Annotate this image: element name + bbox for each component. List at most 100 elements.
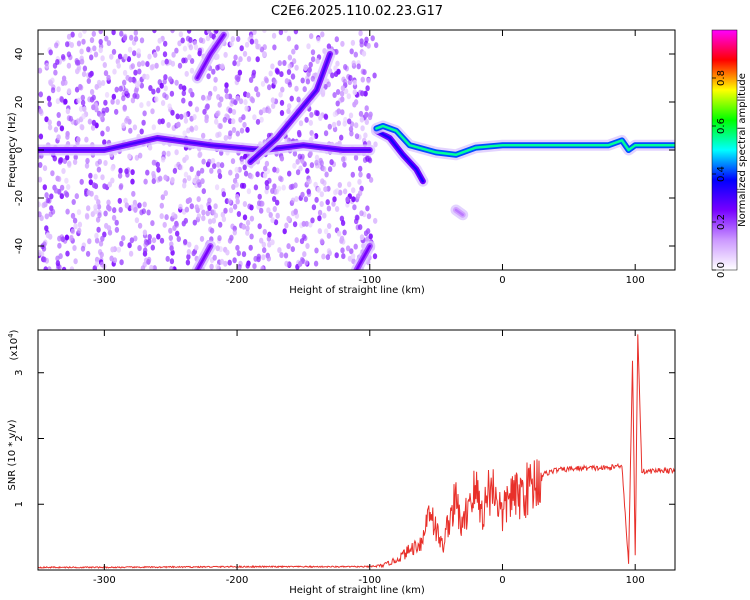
spectrogram-speckle (272, 44, 277, 51)
spectrogram-speckle (275, 199, 280, 206)
spectrogram-speckle (292, 150, 298, 157)
spectrogram-speckle (205, 103, 210, 110)
spectrogram-speckle (301, 220, 306, 227)
spectrogram-speckle (124, 88, 129, 95)
spectrogram-speckle (309, 111, 314, 118)
spectrogram-speckle (368, 176, 374, 183)
spectrogram-speckle (366, 213, 372, 220)
spectrogram-speckle (56, 134, 61, 141)
spectrogram-speckle (186, 175, 192, 182)
spectrogram-speckle (133, 206, 138, 213)
spectrogram-speckle (44, 192, 49, 199)
spectrogram-speckle (360, 90, 365, 97)
spectrogram-speckle (350, 171, 355, 178)
spectrogram-speckle (168, 76, 173, 83)
spectrogram-speckle (171, 51, 176, 58)
spectrogram-speckle (185, 259, 191, 266)
spectrogram-speckle (133, 35, 139, 42)
spectrogram-speckle (287, 103, 292, 110)
spectrogram-speckle (239, 127, 245, 134)
spectrogram-speckle (260, 265, 265, 270)
spectrogram-speckle (103, 70, 109, 77)
spectrogram-speckle (330, 72, 335, 79)
spectrogram-speckle (188, 37, 193, 43)
spectrogram-speckle (326, 81, 331, 88)
spectrogram-speckle (266, 207, 271, 214)
spectrogram-speckle (262, 247, 267, 254)
spectrogram-speckle (55, 59, 60, 65)
spectrogram-speckle (282, 228, 287, 235)
spectrogram-speckle (163, 190, 168, 197)
spectrogram-speckle (364, 119, 369, 125)
spectrogram-speckle (78, 105, 84, 112)
spectrogram-speckle (115, 99, 121, 105)
spectrogram-speckle (49, 193, 54, 200)
colorbar-tick-label: 0.2 (716, 214, 727, 230)
spectrogram-speckle (61, 75, 67, 82)
spectrogram-speckle (222, 116, 227, 123)
spectrogram-speckle (198, 37, 204, 44)
spectrogram-speckle (186, 249, 192, 255)
spectrogram-speckle (326, 248, 332, 255)
spectrogram-speckle (44, 225, 49, 232)
spectrogram-speckle (161, 150, 167, 157)
spectrogram-speckle (274, 188, 279, 195)
spectrogram-speckle (249, 38, 255, 45)
spectrogram-speckle (319, 201, 324, 207)
spectrogram-speckle (80, 124, 85, 131)
spectrogram-speckle (186, 253, 191, 260)
spectrogram-speckle (98, 38, 103, 45)
colorbar-ticks: 0.0 0.2 0.4 0.6 0.8 (712, 70, 727, 278)
spectrogram-speckle (294, 85, 299, 92)
spectrogram-speckle (183, 239, 188, 245)
spectrogram-speckle (201, 132, 206, 139)
spectrogram-speckle (93, 183, 99, 190)
spectrogram-speckle (176, 161, 181, 168)
spectrogram-speckle (142, 250, 148, 257)
spectrogram-speckle (302, 251, 307, 258)
spectrogram-speckle (178, 83, 183, 90)
y-tick-label: -40 (14, 238, 25, 254)
spectrogram-speckle (281, 184, 286, 191)
spectrogram-speckle (142, 110, 147, 117)
spectrogram-speckle (156, 166, 161, 173)
spectrogram-speckle (315, 58, 320, 64)
spectrogram-speckle (345, 196, 350, 203)
spectrogram-speckle (355, 193, 361, 200)
spectrogram-speckle (85, 250, 91, 257)
spectrogram-speckle (305, 179, 311, 186)
spectrogram-speckle (135, 82, 140, 89)
spectrogram-speckle (294, 64, 299, 71)
spectrogram-speckle (343, 64, 348, 70)
spectrogram-speckle (241, 182, 247, 189)
spectrogram-speckle (241, 251, 247, 258)
spectrogram-speckle (70, 212, 76, 219)
spectrogram-speckle (149, 264, 154, 270)
spectrogram-speckle (168, 235, 173, 241)
spectrogram-speckle (228, 130, 233, 137)
spectrogram-speckle (270, 188, 275, 194)
spectrogram-speckle (314, 196, 319, 203)
spectrogram-speckle (310, 75, 315, 82)
spectrogram-speckle (230, 97, 235, 104)
spectrogram-speckle (137, 202, 142, 209)
spectrogram-speckle (323, 186, 328, 193)
spectrogram-speckle (99, 113, 104, 120)
spectrogram-speckle (278, 91, 283, 98)
spectrogram-speckle (289, 95, 294, 102)
spectrogram-speckle (234, 166, 239, 173)
spectrogram-speckle (93, 51, 99, 58)
colorbar-label: Normalized spectral amplitude (737, 73, 748, 227)
spectrogram-speckle (157, 79, 162, 86)
spectrogram-speckle (298, 120, 304, 127)
spectrogram-speckle (319, 191, 324, 198)
spectrogram-speckle (78, 32, 83, 39)
spectrogram-speckle (354, 133, 360, 140)
spectrogram-speckle (194, 106, 200, 113)
spectrogram-speckle (267, 231, 272, 238)
spectrogram-speckle (336, 108, 341, 115)
spectrogram-speckle (323, 228, 329, 235)
spectrogram-speckle (133, 69, 138, 76)
spectrogram-speckle (76, 136, 81, 143)
spectrogram-speckle (242, 164, 247, 171)
